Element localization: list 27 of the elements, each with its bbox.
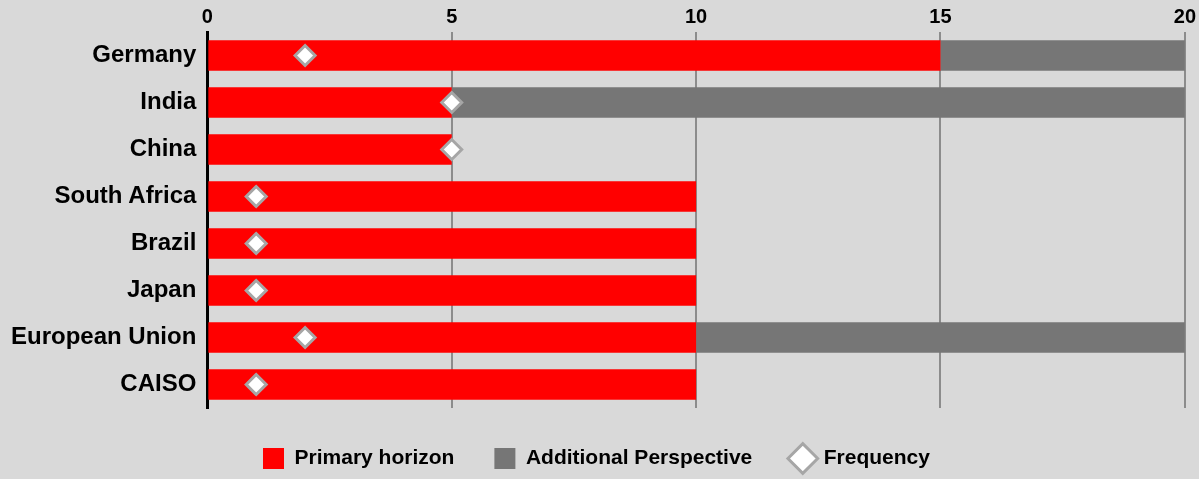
legend-label: Primary horizon: [294, 445, 455, 469]
y-tick-label: China: [129, 134, 197, 162]
bar: [208, 87, 452, 118]
legend-label: Additional Perspective: [525, 445, 753, 469]
y-tick-label: Japan: [126, 275, 197, 303]
y-tick-label: Germany: [92, 40, 197, 68]
x-tick-label: 20: [1173, 4, 1196, 27]
y-tick-label: CAISO: [120, 369, 197, 397]
y-tick-label: South Africa: [54, 181, 197, 209]
bar: [208, 228, 697, 259]
x-tick-label: 5: [446, 4, 458, 27]
bar: [208, 181, 697, 212]
y-tick-label: Brazil: [130, 228, 197, 256]
bar: [208, 322, 697, 353]
x-tick-label: 0: [201, 4, 213, 27]
x-tick-label: 15: [929, 4, 952, 27]
bar: [208, 275, 697, 306]
bar: [696, 322, 1185, 353]
bar: [208, 40, 941, 71]
y-tick-label: European Union: [10, 322, 197, 350]
bar: [940, 40, 1185, 71]
bar: [208, 369, 697, 400]
bar: [208, 134, 452, 165]
y-tick-label: India: [140, 87, 197, 115]
bar: [451, 87, 1185, 118]
x-tick-label: 10: [684, 4, 708, 27]
legend-label: Frequency: [823, 445, 931, 469]
